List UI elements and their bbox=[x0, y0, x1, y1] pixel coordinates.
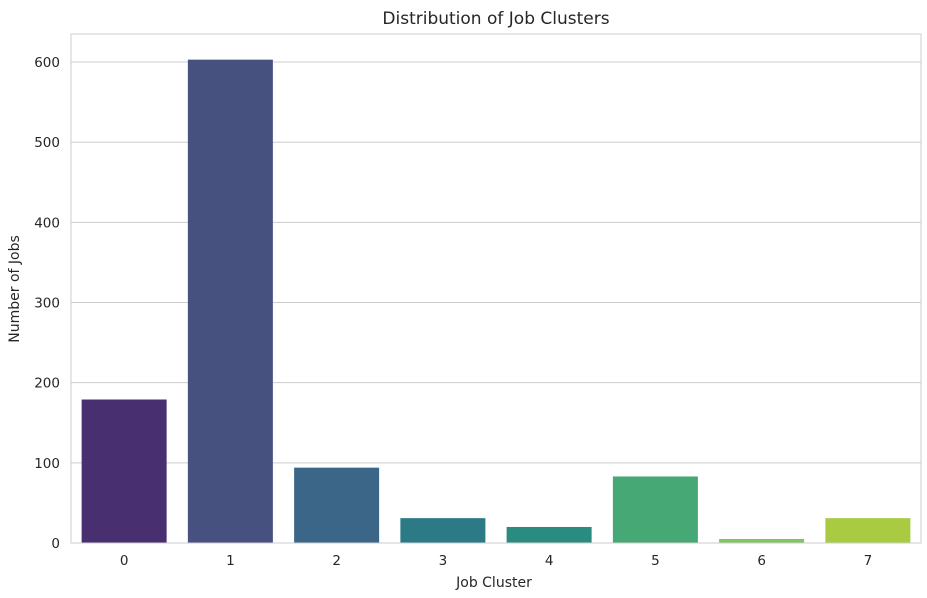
bar-cluster-1 bbox=[187, 59, 273, 544]
bar-cluster-4 bbox=[506, 526, 592, 543]
y-tick-label: 100 bbox=[34, 456, 60, 472]
x-tick-label: 6 bbox=[757, 553, 766, 569]
bar-cluster-7 bbox=[825, 518, 911, 543]
bar-cluster-0 bbox=[81, 399, 167, 543]
x-tick-label: 0 bbox=[120, 553, 129, 569]
bar-cluster-5 bbox=[612, 476, 698, 543]
y-tick-label: 200 bbox=[34, 376, 60, 392]
x-tick-label: 1 bbox=[226, 553, 235, 569]
x-axis-label: Job Cluster bbox=[455, 575, 532, 591]
y-axis-label: Number of Jobs bbox=[7, 235, 23, 343]
x-tick-label: 4 bbox=[545, 553, 554, 569]
chart-title: Distribution of Job Clusters bbox=[382, 9, 609, 29]
x-tick-label: 5 bbox=[651, 553, 660, 569]
y-tick-label: 300 bbox=[34, 296, 60, 312]
y-tick-labels: 0 100 200 300 400 500 600 bbox=[34, 55, 60, 552]
y-tick-label: 0 bbox=[51, 536, 60, 552]
plot-frame bbox=[70, 33, 922, 544]
y-tick-label: 600 bbox=[34, 55, 60, 71]
x-tick-label: 2 bbox=[332, 553, 341, 569]
bar-cluster-2 bbox=[294, 467, 380, 543]
x-tick-label: 7 bbox=[864, 553, 873, 569]
bar-cluster-3 bbox=[400, 518, 486, 543]
x-tick-labels: 0 1 2 3 4 5 6 7 bbox=[120, 553, 872, 569]
bar-cluster-6 bbox=[719, 538, 805, 543]
x-tick-label: 3 bbox=[439, 553, 448, 569]
bars bbox=[81, 59, 911, 544]
y-tick-label: 500 bbox=[34, 135, 60, 151]
y-tick-label: 400 bbox=[34, 215, 60, 231]
